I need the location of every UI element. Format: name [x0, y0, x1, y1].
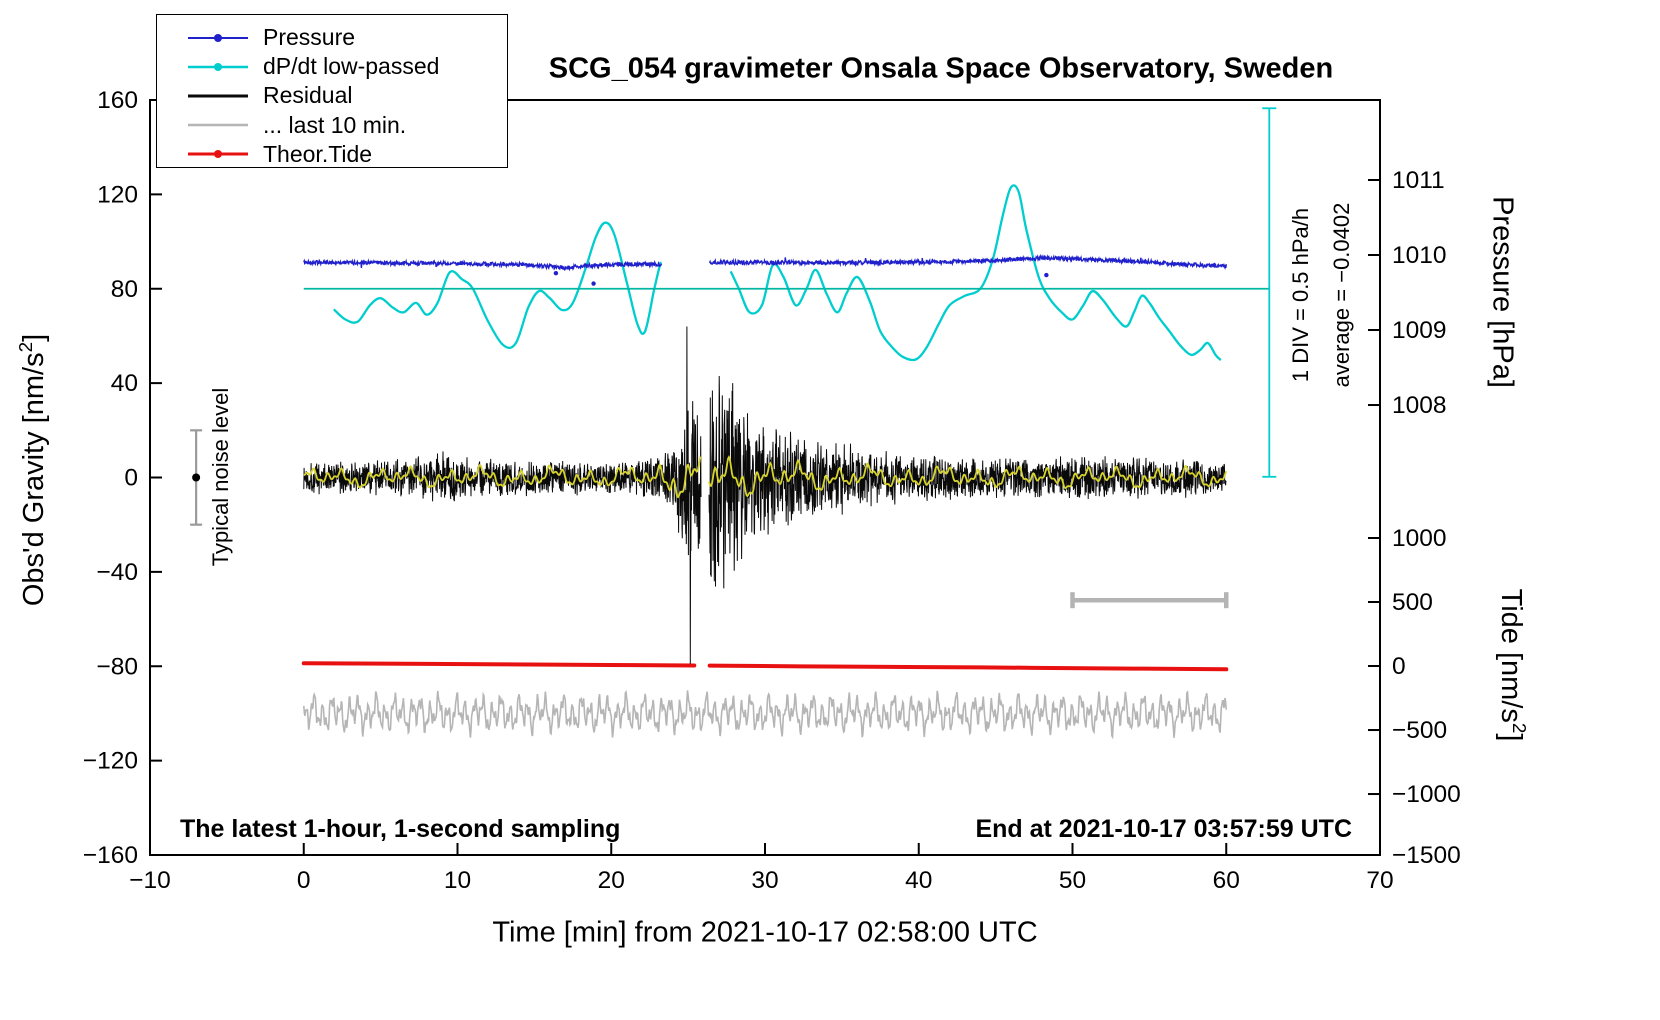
pressure-tick-label: 1011: [1392, 167, 1445, 194]
tide-tick-label: 500: [1392, 589, 1433, 616]
end-time-note: End at 2021-10-17 03:57:59 UTC: [975, 815, 1352, 843]
y-left-tick-label: 40: [111, 370, 138, 397]
legend-marker-0: [188, 33, 248, 42]
y-left-tick-label: −120: [83, 748, 138, 775]
y-left-tick-label: 80: [111, 276, 138, 303]
y-left-tick-label: −40: [96, 559, 138, 586]
x-tick-label: 60: [1213, 867, 1240, 894]
x-tick-label: 40: [905, 867, 932, 894]
series-tide: [301, 661, 1229, 672]
average-value-label: average = −0.0402: [1329, 202, 1354, 388]
chart-title: SCG_054 gravimeter Onsala Space Observat…: [548, 52, 1334, 85]
y-left-tick-label: 160: [97, 87, 138, 114]
div-scale-bar: [1262, 107, 1277, 478]
legend-label: Residual: [263, 82, 353, 109]
axes-layer: −10 0 10 20 30 40 50 60 70 160 120 80 40 0 −40 −80 −120 −…: [83, 87, 1461, 894]
tide-tick-label: −1500: [1392, 842, 1461, 869]
noise-level-dot: [192, 473, 201, 482]
tide-tick-label: 1000: [1392, 525, 1447, 552]
series-last10: [303, 690, 1227, 740]
typical-noise-level-label: Typical noise level: [208, 387, 233, 567]
legend-box: Pressure dP/dt low-passed Residual... last…: [156, 14, 508, 168]
series-pressure: [303, 253, 1227, 286]
pressure-tick-label: 1008: [1392, 392, 1447, 419]
x-axis-label-time: Time [min] from 2021-10-17 02:58:00 UTC: [492, 916, 1038, 949]
series-residual_lp: [303, 455, 1228, 499]
legend-label: ... last 10 min.: [263, 111, 407, 138]
pressure-tick-label: 1009: [1392, 317, 1447, 344]
legend-item-2: Residual: [187, 81, 507, 110]
x-tick-label: −10: [129, 867, 171, 894]
legend-label: Pressure: [263, 24, 356, 51]
series-layer: [301, 184, 1229, 740]
series-dpdt: [333, 184, 1222, 362]
legend-item-0: Pressure: [187, 23, 507, 52]
y-axis-label-gravity: Obs'd Gravity [nm/s2]: [15, 333, 50, 607]
pressure-tick-label: 1010: [1392, 242, 1447, 269]
x-tick-label: 20: [598, 867, 625, 894]
legend-marker-2: [188, 94, 248, 98]
typical-noise-level-bar: [190, 429, 203, 526]
div-scale-label: 1 DIV = 0.5 hPa/h: [1288, 207, 1313, 383]
legend-item-3: ... last 10 min.: [187, 111, 507, 140]
legend-marker-3: [188, 123, 248, 127]
legend-label: Theor.Tide: [263, 140, 373, 167]
x-tick-label: 0: [297, 867, 311, 894]
x-tick-label: 50: [1059, 867, 1086, 894]
y-left-tick-label: 120: [97, 181, 138, 208]
y-left-tick-label: 0: [124, 465, 138, 492]
duration-scale-bar: [1070, 592, 1229, 609]
tide-tick-label: −500: [1392, 717, 1447, 744]
x-tick-label: 70: [1366, 867, 1393, 894]
y-axis-label-tide: Tide [nm/s2]: [1495, 588, 1530, 742]
legend-items: Pressure dP/dt low-passed Residual... last…: [187, 23, 507, 169]
legend-item-1: dP/dt low-passed: [187, 52, 507, 81]
x-tick-label: 30: [751, 867, 778, 894]
series-residual: [303, 326, 1227, 664]
legend-marker-4: [188, 150, 248, 159]
y-left-tick-label: −160: [83, 842, 138, 869]
y-axis-label-pressure: Pressure [hPa]: [1486, 196, 1519, 388]
y-left-tick-label: −80: [96, 653, 138, 680]
sampling-note: The latest 1-hour, 1-second sampling: [180, 815, 621, 843]
annotation-shapes: [190, 107, 1277, 609]
x-tick-label: 10: [444, 867, 471, 894]
legend-item-4: Theor.Tide: [187, 140, 507, 169]
legend-marker-1: [188, 62, 248, 71]
legend-label: dP/dt low-passed: [263, 53, 440, 80]
tide-tick-label: −1000: [1392, 781, 1461, 808]
tide-tick-label: 0: [1392, 653, 1406, 680]
